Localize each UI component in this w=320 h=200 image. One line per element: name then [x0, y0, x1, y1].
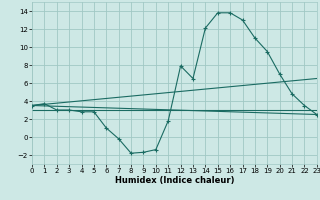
X-axis label: Humidex (Indice chaleur): Humidex (Indice chaleur) — [115, 176, 234, 185]
